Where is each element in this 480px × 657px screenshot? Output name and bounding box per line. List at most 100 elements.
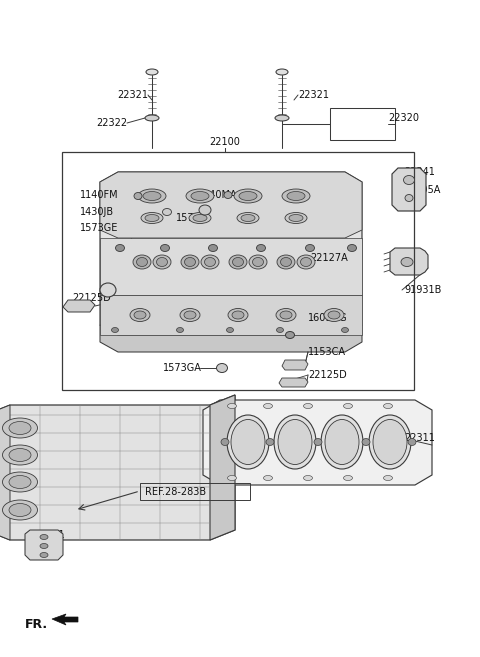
Ellipse shape: [2, 445, 37, 465]
Ellipse shape: [191, 191, 209, 200]
Ellipse shape: [134, 193, 142, 200]
Ellipse shape: [40, 535, 48, 539]
Ellipse shape: [2, 500, 37, 520]
Text: 22321: 22321: [298, 90, 329, 100]
Ellipse shape: [241, 214, 255, 221]
Ellipse shape: [163, 208, 171, 215]
Ellipse shape: [100, 283, 116, 297]
Ellipse shape: [9, 476, 31, 489]
Ellipse shape: [232, 311, 244, 319]
Ellipse shape: [224, 191, 232, 198]
Ellipse shape: [321, 415, 363, 469]
Ellipse shape: [232, 258, 243, 267]
Ellipse shape: [303, 476, 312, 480]
Polygon shape: [392, 168, 426, 211]
Text: 1140MA: 1140MA: [198, 190, 238, 200]
Ellipse shape: [186, 189, 214, 203]
Ellipse shape: [184, 258, 195, 267]
Text: 22125D: 22125D: [72, 293, 111, 303]
Ellipse shape: [208, 244, 217, 252]
Polygon shape: [52, 614, 78, 625]
Ellipse shape: [276, 327, 284, 332]
Bar: [62, 152, 414, 390]
Ellipse shape: [2, 418, 37, 438]
Text: 22127A: 22127A: [310, 253, 348, 263]
Ellipse shape: [189, 212, 211, 223]
Ellipse shape: [344, 476, 352, 480]
Ellipse shape: [289, 214, 303, 221]
Text: 91931: 91931: [35, 530, 65, 540]
Ellipse shape: [143, 191, 161, 200]
Ellipse shape: [348, 244, 357, 252]
Ellipse shape: [297, 255, 315, 269]
Ellipse shape: [401, 258, 413, 267]
Text: 1140FM: 1140FM: [80, 190, 119, 200]
Ellipse shape: [228, 309, 248, 321]
Text: 22322: 22322: [96, 118, 127, 128]
Polygon shape: [203, 400, 432, 485]
Polygon shape: [100, 295, 362, 335]
Ellipse shape: [287, 191, 305, 200]
Ellipse shape: [286, 332, 295, 338]
Ellipse shape: [231, 420, 265, 464]
Ellipse shape: [9, 449, 31, 461]
Ellipse shape: [314, 438, 322, 445]
Polygon shape: [390, 248, 428, 275]
Bar: [330, 108, 395, 140]
Ellipse shape: [252, 258, 264, 267]
Ellipse shape: [116, 244, 124, 252]
Polygon shape: [63, 300, 95, 312]
Text: 1430JB: 1430JB: [80, 207, 114, 217]
Text: 1573JL: 1573JL: [176, 213, 209, 223]
Ellipse shape: [146, 69, 158, 75]
Text: 22321: 22321: [117, 90, 148, 100]
Ellipse shape: [130, 309, 150, 321]
Ellipse shape: [229, 255, 247, 269]
Ellipse shape: [156, 258, 168, 267]
Ellipse shape: [256, 244, 265, 252]
Text: 22311: 22311: [404, 433, 435, 443]
Ellipse shape: [228, 476, 237, 480]
Ellipse shape: [153, 255, 171, 269]
Polygon shape: [100, 325, 362, 352]
Ellipse shape: [216, 363, 228, 373]
Ellipse shape: [228, 403, 237, 409]
Ellipse shape: [193, 214, 207, 221]
Ellipse shape: [305, 244, 314, 252]
Ellipse shape: [180, 309, 200, 321]
Text: 1601DG: 1601DG: [308, 313, 348, 323]
Ellipse shape: [280, 258, 291, 267]
Polygon shape: [25, 530, 63, 560]
Ellipse shape: [160, 244, 169, 252]
Ellipse shape: [280, 311, 292, 319]
Ellipse shape: [276, 309, 296, 321]
Ellipse shape: [239, 191, 257, 200]
Ellipse shape: [201, 255, 219, 269]
Ellipse shape: [264, 403, 273, 409]
Ellipse shape: [134, 311, 146, 319]
Polygon shape: [100, 172, 362, 238]
Ellipse shape: [141, 212, 163, 223]
Ellipse shape: [136, 258, 147, 267]
Ellipse shape: [40, 543, 48, 549]
Ellipse shape: [204, 258, 216, 267]
Text: FR.: FR.: [25, 618, 48, 631]
Ellipse shape: [227, 415, 269, 469]
Ellipse shape: [344, 403, 352, 409]
Text: 22341: 22341: [404, 167, 435, 177]
Ellipse shape: [111, 327, 119, 332]
Ellipse shape: [325, 420, 359, 464]
Ellipse shape: [237, 212, 259, 223]
Ellipse shape: [405, 194, 413, 202]
Ellipse shape: [9, 422, 31, 434]
Ellipse shape: [221, 438, 229, 445]
Text: 22125D: 22125D: [308, 370, 347, 380]
Ellipse shape: [274, 415, 316, 469]
Ellipse shape: [384, 476, 393, 480]
Text: 1153CA: 1153CA: [308, 347, 346, 357]
Ellipse shape: [369, 415, 411, 469]
Text: 11405A: 11405A: [404, 185, 442, 195]
Polygon shape: [279, 378, 308, 387]
Text: 22320: 22320: [388, 113, 419, 123]
Ellipse shape: [199, 205, 211, 215]
